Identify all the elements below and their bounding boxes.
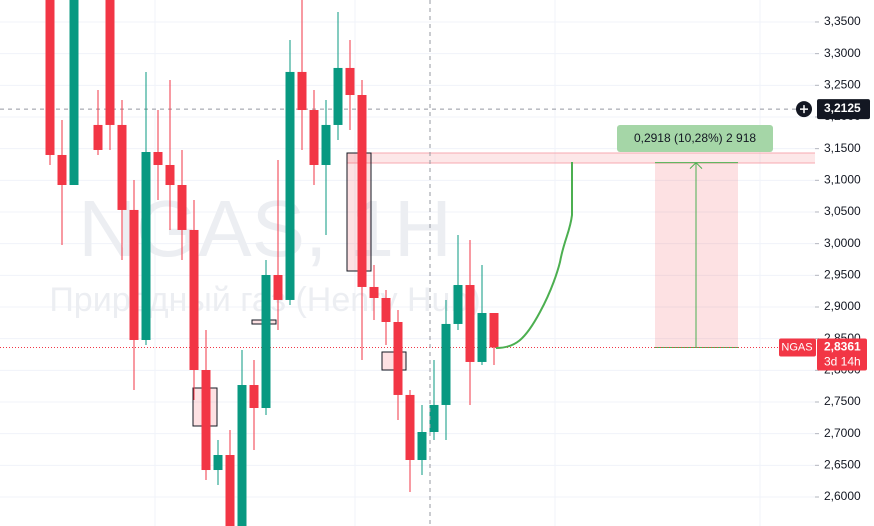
measure-label: 0,2918 (10,28%) 2 918 — [634, 131, 756, 145]
candle-body — [225, 455, 235, 526]
y-tick-label: 3,1500 — [824, 141, 861, 155]
candle-body — [213, 455, 223, 471]
crosshair-label-bg — [817, 99, 870, 120]
candle-body — [165, 164, 175, 186]
candle-body — [297, 71, 307, 111]
forecast-path — [495, 162, 573, 349]
y-tick-label: 3,3500 — [824, 14, 861, 28]
candle-body — [405, 394, 415, 461]
y-tick-label: 2,9000 — [824, 299, 861, 313]
candle-body — [381, 297, 391, 322]
candle-body — [117, 124, 127, 210]
candles — [45, 0, 499, 526]
candle-body — [201, 370, 211, 471]
candle-body — [153, 152, 163, 165]
y-tick-label: 2,6500 — [824, 457, 861, 471]
y-tick-label: 3,1000 — [824, 172, 861, 186]
candle-body — [453, 285, 463, 324]
watermark-title: NGAS, 1H — [78, 184, 451, 273]
candle-body — [261, 275, 271, 409]
candle-body — [237, 385, 247, 526]
crosshair-label: 3,2125 — [824, 101, 861, 115]
zone-box — [346, 152, 815, 164]
y-tick-label: 3,0500 — [824, 204, 861, 218]
candle-body — [45, 0, 55, 155]
candle-body — [129, 209, 139, 340]
candle-body — [429, 404, 439, 433]
candle-body — [465, 285, 475, 362]
price-axis: 3,35003,30003,25003,20003,15003,10003,05… — [815, 14, 861, 503]
candle-body — [57, 154, 67, 186]
symbol-label: NGAS — [781, 341, 812, 353]
candle-body — [93, 124, 103, 150]
candle-body — [177, 185, 187, 230]
y-tick-label: 3,3000 — [824, 46, 861, 60]
candle-body — [249, 385, 259, 409]
candle-body — [309, 110, 319, 165]
y-tick-label: 2,9500 — [824, 267, 861, 281]
last-price-bg — [817, 338, 867, 371]
candle-body — [141, 152, 151, 340]
y-tick-label: 2,7500 — [824, 394, 861, 408]
crosshair-plus — [800, 105, 808, 114]
candle-body — [285, 71, 295, 300]
candle-body — [357, 95, 367, 287]
symbol-label-bg — [779, 338, 816, 357]
candle-body — [69, 0, 79, 186]
y-tick-label: 2,7000 — [824, 426, 861, 440]
vertical-grid — [154, 0, 761, 526]
y-tick-label: 2,6000 — [824, 489, 861, 503]
candle-body — [489, 313, 499, 348]
candle-body — [417, 432, 427, 461]
candle-body — [189, 229, 199, 371]
y-tick-label: 3,0000 — [824, 236, 861, 250]
candle-body — [369, 286, 379, 298]
last-price-label: 2,8361 — [824, 340, 861, 354]
candle-body — [441, 323, 451, 405]
candle-body — [333, 67, 343, 125]
candle-body — [321, 124, 331, 165]
candle-body — [105, 0, 115, 125]
candle-body — [393, 321, 403, 395]
candle-body — [477, 313, 487, 362]
y-tick-label: 3,2500 — [824, 77, 861, 91]
countdown-label: 3d 14h — [824, 355, 861, 369]
candle-body — [273, 275, 283, 300]
candle-body — [345, 67, 355, 96]
measure-label-bg — [617, 125, 773, 152]
